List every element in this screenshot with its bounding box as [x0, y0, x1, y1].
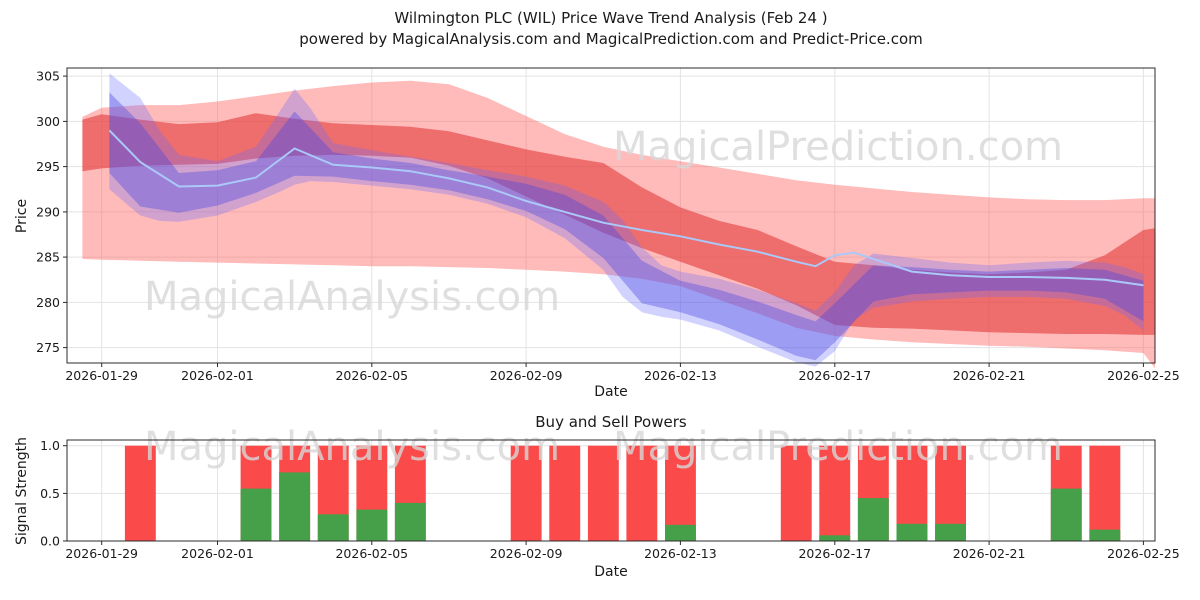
watermark-text: MagicalPrediction.com — [613, 124, 1063, 170]
forecast-midline — [108, 129, 1144, 287]
x-tick-label: 2026-02-25 — [1107, 368, 1180, 383]
sell-power-bar — [510, 445, 542, 541]
buy-power-bar — [896, 523, 928, 541]
band-history-wide-blue — [109, 73, 1144, 367]
y-tick-label: 1.0 — [40, 438, 60, 453]
sell-power-bar — [819, 445, 851, 541]
watermark-text: MagicalAnalysis.com — [144, 274, 560, 320]
figure-subtitle: powered by MagicalAnalysis.com and Magic… — [299, 30, 923, 48]
date-axis-label-top: Date — [594, 384, 628, 400]
y-tick-label: 0.0 — [40, 534, 60, 549]
x-tick-label: 2026-01-29 — [65, 546, 138, 561]
watermark-text: MagicalPrediction.com — [613, 424, 1063, 470]
buy-power-bar — [935, 523, 966, 541]
bottom-chart-title: Buy and Sell Powers — [535, 413, 687, 431]
x-tick-label: 2026-02-01 — [181, 368, 254, 383]
buy-power-bar — [317, 514, 349, 541]
x-tick-label: 2026-02-21 — [953, 368, 1026, 383]
sell-power-bar — [1089, 445, 1121, 541]
x-tick-label: 2026-02-17 — [798, 368, 871, 383]
y-tick-label: 295 — [36, 159, 60, 174]
buy-power-bar — [240, 488, 272, 541]
buy-power-bar — [819, 535, 851, 541]
sell-power-bar — [626, 445, 658, 541]
buy-power-bar — [356, 509, 388, 541]
y-tick-label: 285 — [36, 250, 60, 265]
date-axis-label-bottom: Date — [594, 564, 628, 580]
buy-power-bar — [279, 472, 311, 541]
x-tick-label: 2026-02-25 — [1107, 546, 1180, 561]
y-tick-label: 290 — [36, 204, 60, 219]
y-tick-label: 300 — [36, 114, 60, 129]
buy-power-bar — [1089, 529, 1121, 541]
x-tick-label: 2026-02-17 — [798, 546, 871, 561]
x-tick-label: 2026-02-09 — [490, 368, 563, 383]
band-forecast-core-red — [82, 113, 1155, 335]
figure-title: Wilmington PLC (WIL) Price Wave Trend An… — [394, 9, 828, 27]
x-tick-label: 2026-02-21 — [953, 546, 1026, 561]
sell-power-bar — [124, 445, 156, 541]
plot-border — [66, 67, 1156, 364]
y-tick-label: 0.5 — [40, 486, 60, 501]
x-tick-label: 2026-02-09 — [490, 546, 563, 561]
buy-power-bar — [394, 502, 426, 541]
y-tick-label: 305 — [36, 69, 60, 84]
y-tick-label: 275 — [36, 340, 60, 355]
x-tick-label: 2026-01-29 — [65, 368, 138, 383]
plot-border — [66, 439, 1156, 542]
x-tick-label: 2026-02-05 — [335, 368, 408, 383]
x-tick-label: 2026-02-01 — [181, 546, 254, 561]
buy-power-bar — [1050, 488, 1082, 541]
watermark-text: MagicalAnalysis.com — [144, 424, 560, 470]
buy-power-bar — [857, 498, 889, 541]
x-tick-label: 2026-02-13 — [644, 546, 717, 561]
y-tick-label: 280 — [36, 295, 60, 310]
buy-power-bar — [665, 524, 696, 541]
x-tick-label: 2026-02-05 — [335, 546, 408, 561]
sell-power-bar — [549, 445, 581, 541]
sell-power-bar — [587, 445, 619, 541]
sell-power-bar — [780, 445, 812, 541]
title-block: Wilmington PLC (WIL) Price Wave Trend An… — [11, 8, 1200, 50]
x-tick-label: 2026-02-13 — [644, 368, 717, 383]
band-history-core-blue — [109, 92, 1144, 361]
